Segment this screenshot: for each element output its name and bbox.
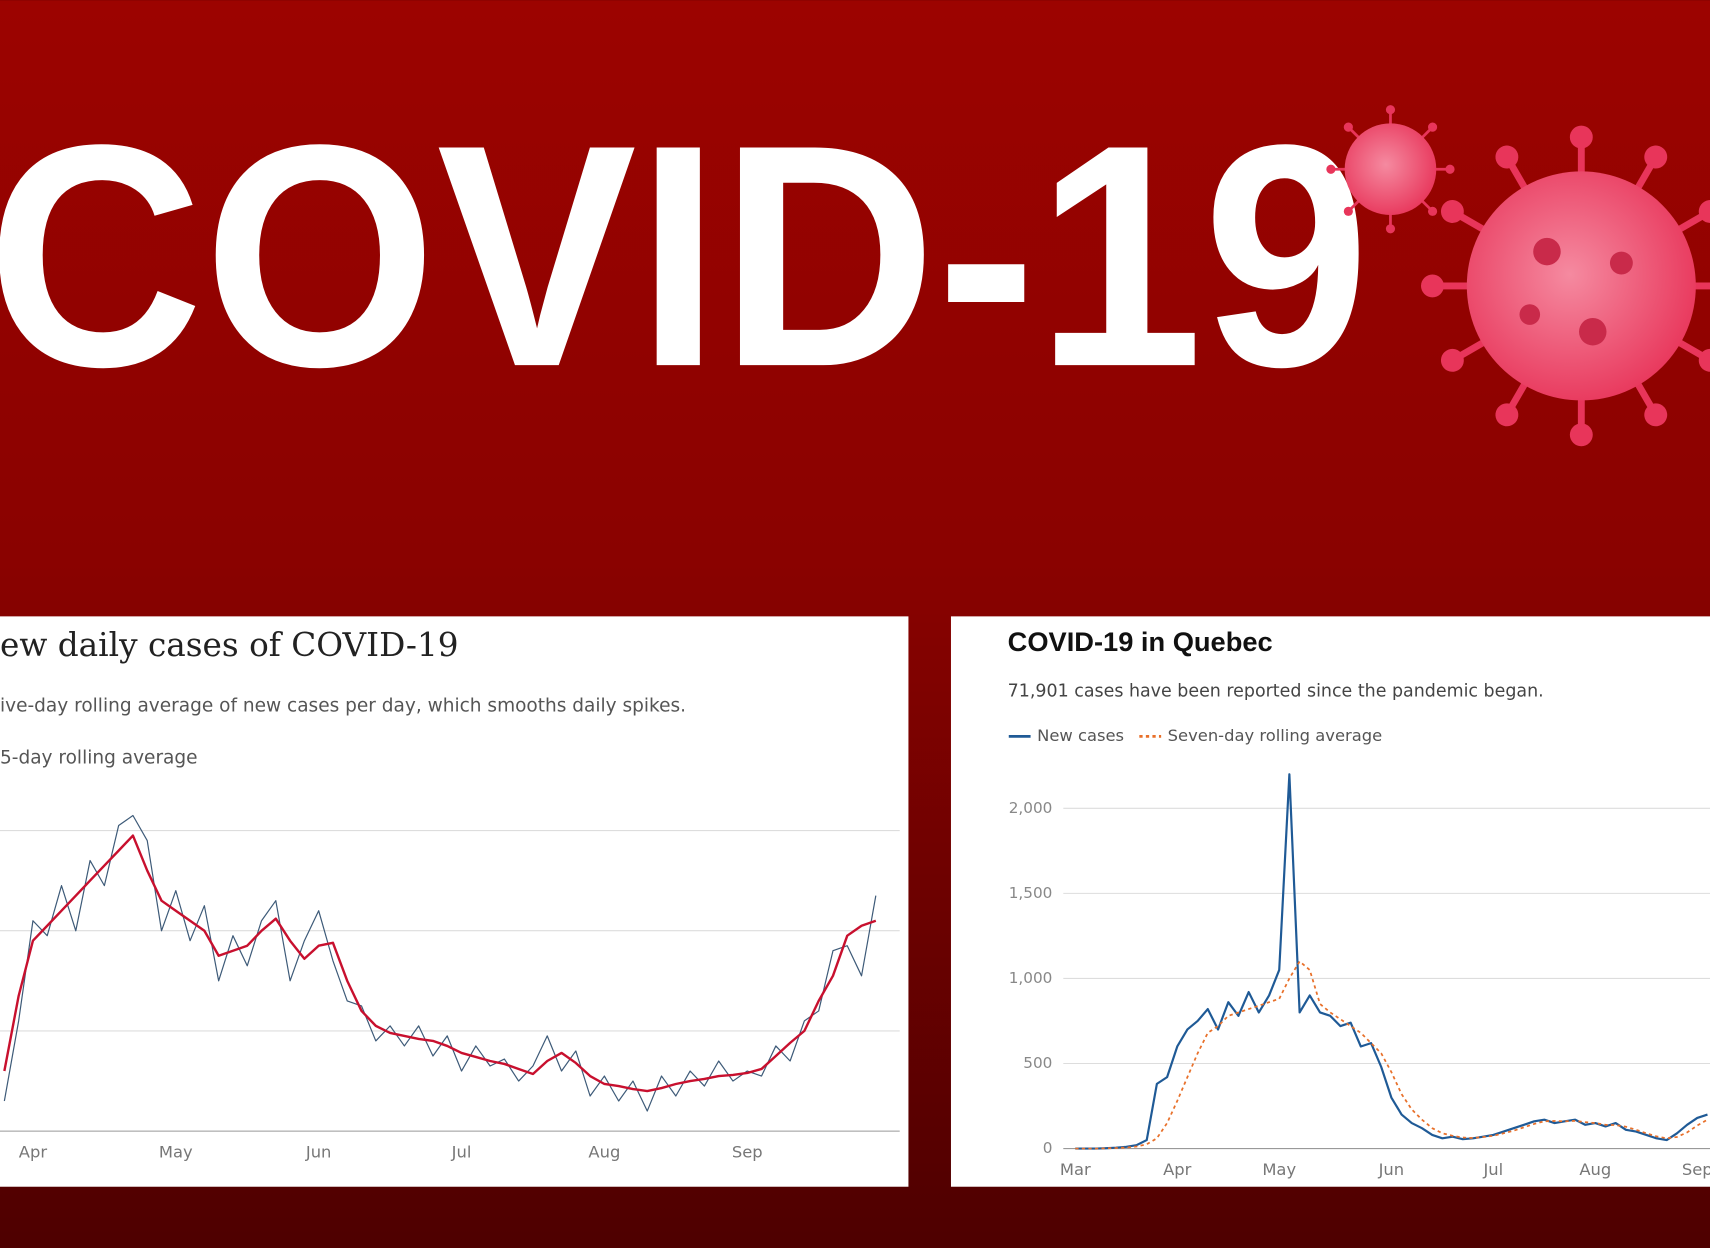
x-tick-label: Sep [732,1142,763,1161]
chart-panel [0,616,909,1187]
y-tick-label: 2,000 [1009,799,1053,817]
x-tick-label: Sep [1682,1160,1710,1179]
x-tick-label: Jun [305,1142,332,1161]
x-tick-label: Apr [1163,1160,1192,1179]
series-line [1075,773,1708,1150]
chart-panel [950,616,1710,1187]
x-tick-label: Jun [1378,1160,1405,1179]
series-line [1075,960,1708,1150]
x-tick-label: May [1262,1160,1296,1179]
y-tick-label: 1,500 [1009,884,1053,902]
chart-subtitle: ive-day rolling average of new cases per… [0,695,686,716]
x-tick-label: May [159,1142,193,1161]
virus-icon [1421,126,1710,447]
banner-title: COVID-19 [0,80,1370,433]
x-tick-label: Apr [19,1142,48,1161]
legend-label: New cases [1037,726,1124,745]
y-tick-label: 0 [1043,1139,1053,1157]
y-tick-label: 500 [1023,1054,1052,1072]
series-line [3,834,877,1093]
series-line [3,814,877,1112]
chart-title: COVID-19 in Quebec [1008,626,1273,657]
x-tick-label: Aug [588,1142,620,1161]
legend-label: 5-day rolling average [0,748,198,769]
x-tick-label: Jul [1482,1160,1503,1179]
chart-title: ew daily cases of COVID-19 [0,626,459,664]
virus-icon-small [1326,105,1454,233]
chart-subtitle: 71,901 cases have been reported since th… [1008,682,1544,702]
x-tick-label: Mar [1060,1160,1091,1179]
x-tick-label: Jul [451,1142,472,1161]
y-tick-label: 1,000 [1009,969,1053,987]
legend-label: Seven-day rolling average [1168,726,1383,745]
x-tick-label: Aug [1579,1160,1611,1179]
